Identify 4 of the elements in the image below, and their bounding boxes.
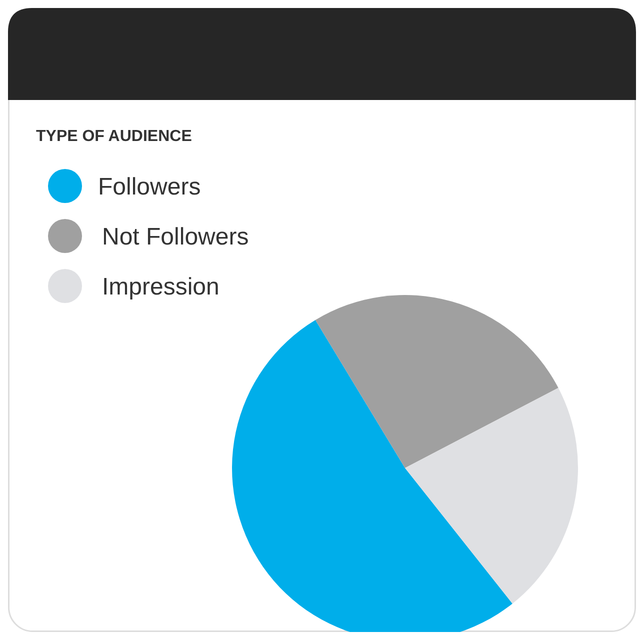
chart-title: TYPE OF AUDIENCE — [36, 128, 192, 145]
legend-label: Not Followers — [102, 223, 249, 250]
legend-label: Followers — [98, 173, 201, 200]
legend-label: Impression — [102, 273, 220, 300]
